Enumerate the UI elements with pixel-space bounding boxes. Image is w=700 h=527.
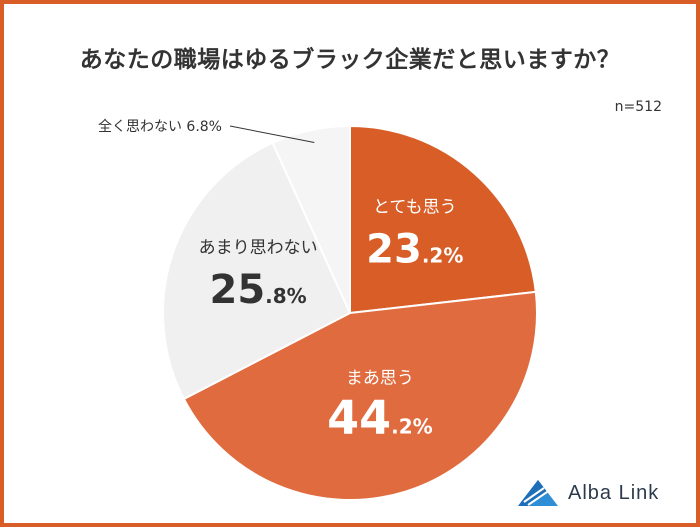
- slice-value-maa: 44.2%: [327, 390, 433, 444]
- slice-label-totemo: とても思う: [373, 197, 457, 217]
- chart-title: あなたの職場はゆるブラック企業だと思いますか？: [79, 47, 621, 73]
- slice-label-mattaku: 全く思わない 6.8%: [98, 118, 222, 135]
- alba-link-logo-icon: [518, 480, 558, 506]
- sample-size: n=512: [614, 99, 662, 115]
- pie-slice-totemo: [349, 124, 537, 315]
- slice-label-maa: まあ思う: [346, 368, 414, 388]
- brand-logo: Alba Link: [516, 478, 659, 508]
- slice-value-totemo: 23.2%: [366, 226, 463, 272]
- brand-name: Alba Link: [568, 481, 660, 504]
- pie-slice-mattaku: [271, 124, 351, 314]
- callout-line: [229, 125, 315, 144]
- slice-label-amari: あまり思わない: [199, 238, 318, 258]
- slice-value-amari: 25.8%: [209, 267, 306, 313]
- pie-slice-maa: [182, 290, 538, 501]
- pie-slice-amari: [162, 141, 352, 401]
